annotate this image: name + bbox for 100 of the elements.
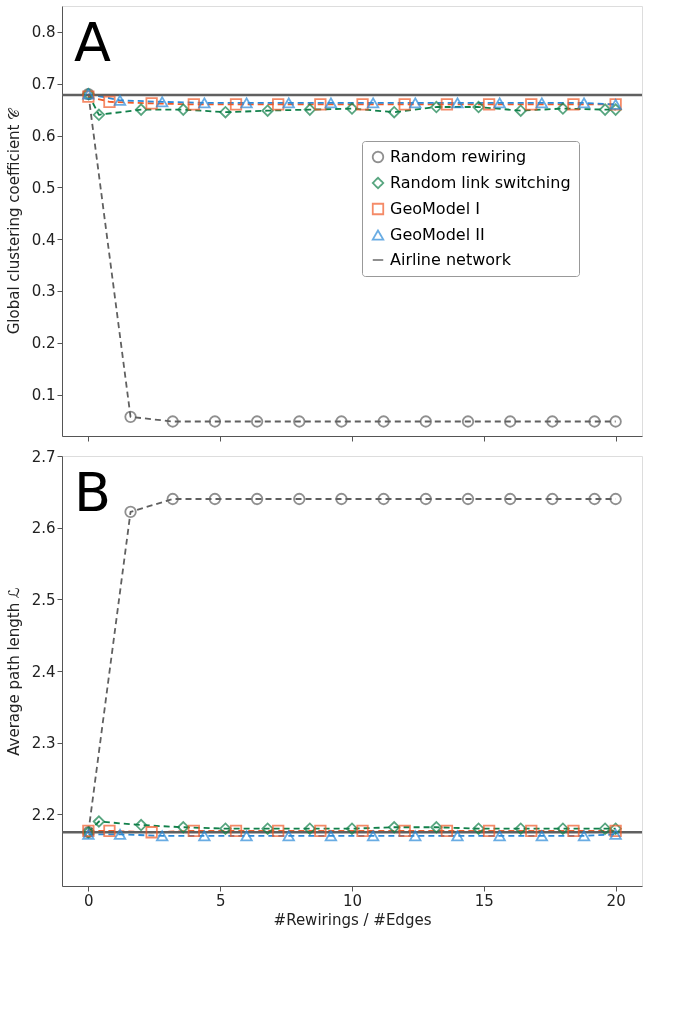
point bbox=[261, 104, 274, 117]
point bbox=[134, 818, 148, 832]
legend-label: Random rewiring bbox=[390, 147, 527, 166]
point bbox=[356, 824, 369, 837]
point bbox=[208, 492, 222, 506]
annotation: A bbox=[74, 11, 111, 74]
point bbox=[324, 97, 338, 109]
point bbox=[419, 415, 432, 428]
legend-label: Random link switching bbox=[390, 173, 571, 192]
point bbox=[198, 97, 211, 109]
point bbox=[451, 97, 464, 109]
y-tick-label: 2.5 bbox=[31, 590, 56, 609]
point bbox=[598, 822, 612, 835]
point bbox=[493, 97, 506, 109]
point bbox=[493, 830, 506, 842]
point bbox=[588, 492, 601, 506]
point bbox=[303, 822, 316, 835]
point bbox=[567, 824, 580, 837]
point bbox=[451, 830, 464, 842]
point bbox=[156, 830, 169, 842]
point bbox=[609, 415, 622, 428]
point bbox=[272, 98, 285, 111]
point bbox=[472, 822, 485, 835]
point bbox=[472, 100, 485, 114]
y-tick-label: 0.4 bbox=[31, 230, 56, 249]
point bbox=[113, 94, 127, 106]
point bbox=[440, 824, 454, 837]
point bbox=[430, 100, 443, 114]
point bbox=[535, 830, 548, 842]
y-tick-label: 2.6 bbox=[31, 519, 56, 538]
point bbox=[430, 821, 443, 834]
point bbox=[377, 492, 390, 506]
point bbox=[282, 97, 295, 109]
point bbox=[388, 821, 401, 834]
point bbox=[103, 95, 116, 108]
point bbox=[504, 492, 517, 506]
point bbox=[482, 98, 496, 111]
y-tick-label: 0.2 bbox=[31, 334, 56, 353]
point bbox=[525, 824, 538, 837]
legend-label: GeoModel II bbox=[390, 225, 485, 244]
y-axis-title: Global clustering coefficient 𝒞 bbox=[4, 106, 23, 335]
point bbox=[240, 830, 253, 842]
point bbox=[335, 415, 348, 428]
x-tick-label: 10 bbox=[342, 891, 363, 910]
y-tick-label: 2.7 bbox=[31, 447, 56, 466]
point bbox=[546, 492, 559, 506]
point bbox=[461, 415, 475, 428]
point bbox=[250, 415, 264, 428]
point bbox=[388, 106, 401, 119]
point bbox=[514, 822, 527, 835]
point bbox=[303, 103, 316, 116]
point bbox=[598, 103, 612, 116]
x-tick-label: 5 bbox=[215, 891, 226, 910]
x-tick-label: 20 bbox=[606, 891, 626, 910]
y-tick-label: 0.1 bbox=[31, 386, 56, 405]
point bbox=[546, 415, 559, 428]
point bbox=[556, 102, 570, 115]
point bbox=[208, 415, 222, 428]
point bbox=[198, 830, 211, 842]
point bbox=[124, 410, 137, 423]
point bbox=[588, 415, 601, 428]
point bbox=[409, 97, 422, 109]
point bbox=[229, 824, 243, 837]
point bbox=[345, 102, 359, 115]
point bbox=[282, 830, 295, 842]
point bbox=[609, 492, 622, 506]
point bbox=[187, 98, 200, 111]
point bbox=[145, 97, 158, 110]
point bbox=[482, 824, 496, 837]
point bbox=[261, 822, 274, 835]
point bbox=[293, 492, 306, 506]
point bbox=[145, 826, 158, 839]
point bbox=[366, 97, 380, 109]
point bbox=[166, 415, 179, 428]
point bbox=[440, 98, 454, 111]
point bbox=[514, 104, 527, 117]
point bbox=[156, 96, 169, 108]
point bbox=[577, 830, 591, 842]
point bbox=[92, 815, 106, 828]
annotation: B bbox=[74, 461, 112, 524]
y-tick-label: 2.2 bbox=[31, 805, 56, 824]
y-tick-label: 0.5 bbox=[31, 178, 56, 197]
point bbox=[229, 98, 243, 111]
point bbox=[92, 108, 106, 121]
point bbox=[177, 821, 190, 834]
point bbox=[398, 824, 411, 837]
point bbox=[609, 103, 622, 116]
point bbox=[535, 97, 548, 109]
point bbox=[525, 98, 538, 111]
y-tick-label: 2.4 bbox=[31, 662, 56, 681]
point bbox=[366, 830, 380, 842]
y-tick-label: 2.3 bbox=[31, 734, 56, 753]
point bbox=[577, 97, 591, 109]
point bbox=[314, 98, 327, 111]
legend-label: GeoModel I bbox=[390, 199, 480, 218]
point bbox=[461, 492, 475, 506]
y-tick-label: 0.7 bbox=[31, 75, 56, 94]
point bbox=[556, 822, 570, 835]
point bbox=[419, 492, 432, 506]
point bbox=[272, 824, 285, 837]
